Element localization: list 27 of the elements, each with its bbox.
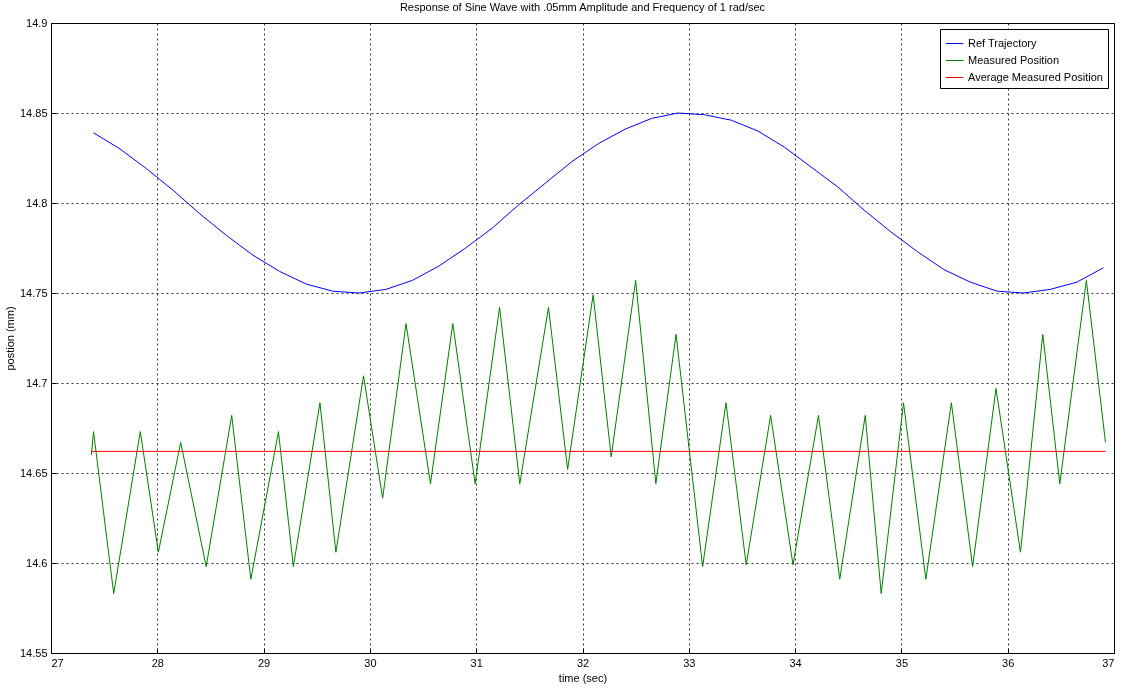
y-tick-label: 14.9: [26, 16, 48, 29]
y-axis-title: postion (mm): [3, 306, 16, 371]
legend-label: Ref Trajectory: [968, 36, 1037, 49]
y-tick-label: 14.55: [19, 646, 48, 659]
x-tick-label: 27: [51, 656, 64, 669]
y-tick-label: 14.8: [26, 196, 48, 209]
x-tick-label: 36: [1002, 656, 1015, 669]
x-tick-label: 35: [895, 656, 909, 669]
x-tick-label: 29: [257, 656, 271, 669]
x-tick-label: 33: [683, 656, 696, 669]
line-series: [93, 112, 1104, 294]
x-tick-label: 30: [364, 656, 377, 669]
x-tick-label: 37: [1102, 656, 1115, 669]
legend-label: Measured Position: [968, 53, 1060, 66]
line-series: [90, 279, 1106, 595]
chart-title: Response of Sine Wave with .05mm Amplitude and Frequency of 1 rad/sec: [399, 1, 766, 13]
x-tick-label: 34: [789, 656, 802, 669]
x-tick-label: 32: [576, 656, 590, 669]
y-tick-label: 14.7: [26, 376, 48, 389]
y-tick-label: 14.6: [26, 556, 48, 569]
x-tick-label: 31: [470, 656, 483, 669]
legend-label: Average Measured Position: [968, 70, 1103, 83]
y-tick-label: 14.75: [19, 286, 48, 299]
y-tick-label: 14.65: [19, 466, 48, 479]
x-tick-label: 28: [151, 656, 164, 669]
x-axis-title: time (sec): [558, 671, 608, 684]
y-tick-label: 14.85: [19, 106, 48, 119]
